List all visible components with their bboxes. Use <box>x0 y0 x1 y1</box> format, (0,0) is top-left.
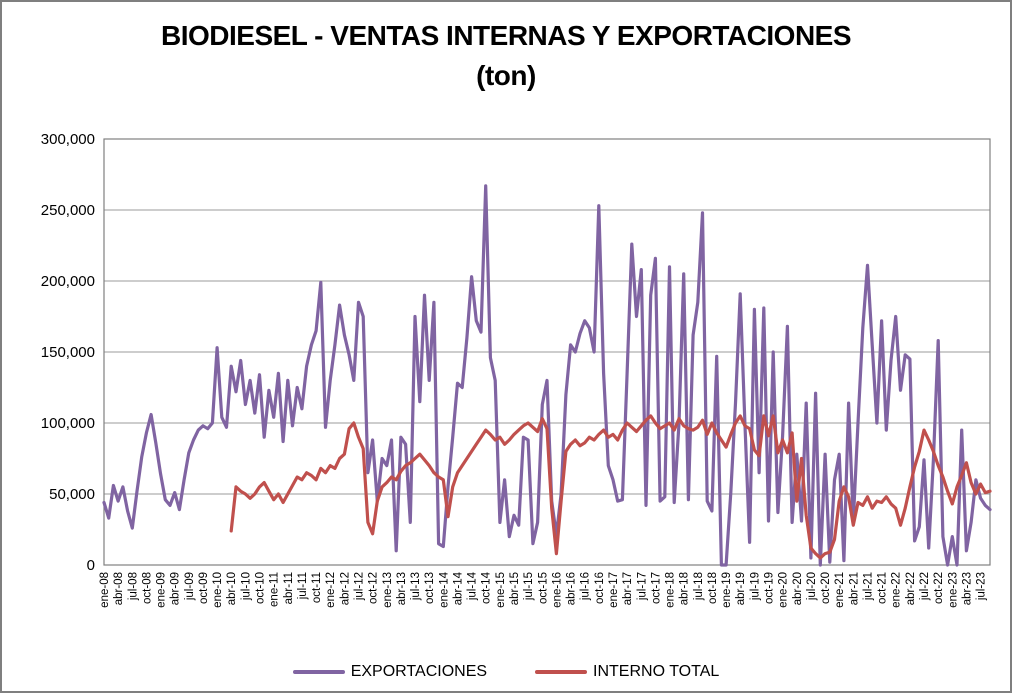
x-axis-tick-label: ene-10 <box>212 572 224 608</box>
x-axis-tick-label: jul-16 <box>580 572 592 601</box>
interno-total-line <box>229 414 992 560</box>
x-axis-tick-label: oct-11 <box>311 572 323 603</box>
x-axis-tick-label: jul-11 <box>297 572 309 600</box>
legend-item-interno-total: INTERNO TOTAL <box>535 663 719 681</box>
x-axis-tick-label: jul-15 <box>523 572 535 601</box>
x-axis-tick-label: abr-18 <box>679 572 691 605</box>
x-axis-tick-label: ene-22 <box>891 572 903 608</box>
x-axis-tick-label: jul-19 <box>749 572 761 601</box>
x-axis-tick-label: jul-21 <box>862 572 874 601</box>
y-axis-tick-label: 100,000 <box>41 415 95 432</box>
x-axis-tick-label: abr-16 <box>566 572 578 605</box>
y-axis-tick-label: 250,000 <box>41 202 95 219</box>
x-axis-tick-label: ene-20 <box>778 572 790 608</box>
exportaciones-line <box>102 184 992 567</box>
chart-title-block: BIODIESEL - VENTAS INTERNAS Y EXPORTACIO… <box>2 16 1010 96</box>
x-axis-tick-label: abr-17 <box>622 572 634 605</box>
x-axis-tick-label: ene-21 <box>834 572 846 608</box>
x-axis-tick-label: abr-21 <box>848 572 860 605</box>
x-axis-tick-label: oct-09 <box>198 572 210 604</box>
x-axis-tick-label: jul-13 <box>410 572 422 601</box>
x-axis-tick-label: oct-21 <box>877 572 889 604</box>
interno-total-line-swatch-icon <box>535 670 588 674</box>
chart-legend: EXPORTACIONES INTERNO TOTAL <box>2 663 1010 681</box>
x-axis-tick-label: abr-11 <box>283 572 295 604</box>
x-axis-tick-label: abr-13 <box>396 572 408 605</box>
x-axis-tick-label: ene-17 <box>608 572 620 608</box>
x-axis-tick-label: abr-14 <box>452 571 464 605</box>
y-axis-tick-label: 50,000 <box>49 486 95 503</box>
x-axis-tick-label: oct-13 <box>424 572 436 604</box>
x-axis-tick-label: oct-17 <box>650 572 662 604</box>
x-axis-tick-label: jul-20 <box>806 572 818 601</box>
x-axis-tick-label: jul-09 <box>184 572 196 601</box>
chart-subtitle: (ton) <box>476 60 536 91</box>
x-axis-tick-label: oct-16 <box>594 572 606 604</box>
x-axis-tick-label: jul-22 <box>919 572 931 601</box>
chart-title: BIODIESEL - VENTAS INTERNAS Y EXPORTACIO… <box>160 20 852 51</box>
legend-label-interno-total: INTERNO TOTAL <box>593 663 720 680</box>
x-axis-tick-label: ene-18 <box>665 572 677 608</box>
x-axis-tick-label: ene-16 <box>551 572 563 608</box>
y-axis-tick-label: 200,000 <box>41 273 95 290</box>
x-axis-tick-label: abr-12 <box>339 572 351 605</box>
x-axis-tick-label: oct-10 <box>255 572 267 604</box>
x-axis-tick-label: ene-19 <box>721 572 733 608</box>
legend-label-exportaciones: EXPORTACIONES <box>350 663 488 680</box>
x-axis-tick-label: jul-08 <box>127 572 139 601</box>
x-axis-tick-label: oct-14 <box>481 571 493 604</box>
x-axis-tick-label: jul-18 <box>693 572 705 601</box>
x-axis-tick-label: jul-17 <box>636 572 648 601</box>
x-axis-tick-label: abr-10 <box>226 572 238 605</box>
y-axis-tick-label: 300,000 <box>41 131 95 148</box>
x-axis-tick-label: ene-12 <box>325 572 337 608</box>
legend-item-exportaciones: EXPORTACIONES <box>292 663 488 681</box>
x-axis-tick-label: oct-12 <box>368 572 380 604</box>
x-axis-tick-label: ene-23 <box>947 572 959 608</box>
x-axis-tick-label: jul-12 <box>353 572 365 601</box>
x-axis-tick-label: abr-08 <box>113 572 125 605</box>
x-axis-tick-label: oct-18 <box>707 572 719 604</box>
y-axis-tick-label: 0 <box>87 557 95 574</box>
x-axis-tick-label: abr-20 <box>792 572 804 605</box>
x-axis-tick-label: abr-22 <box>905 572 917 605</box>
x-axis-tick-label: ene-09 <box>156 572 168 608</box>
x-axis-tick-label: jul-10 <box>240 572 252 601</box>
x-axis-tick-label: abr-09 <box>170 572 182 605</box>
x-axis-tick-label: oct-20 <box>820 572 832 604</box>
x-axis-tick-label: abr-23 <box>961 572 973 605</box>
x-axis-tick-label: ene-08 <box>99 572 111 608</box>
x-axis-tick-label: ene-11 <box>269 572 281 607</box>
x-axis-tick-label: ene-15 <box>495 572 507 608</box>
y-axis-tick-label: 150,000 <box>41 344 95 361</box>
x-axis-tick-label: oct-15 <box>537 572 549 604</box>
x-axis-tick-label: jul-14 <box>467 571 479 601</box>
x-axis-tick-label: abr-19 <box>735 572 747 605</box>
plot-area-border <box>103 138 991 566</box>
x-axis-tick-label: oct-19 <box>764 572 776 604</box>
x-axis-tick-label: oct-22 <box>933 572 945 604</box>
x-axis-tick-label: abr-15 <box>509 572 521 605</box>
x-axis-tick-label: jul-23 <box>976 572 988 601</box>
x-axis-tick-label: oct-08 <box>141 572 153 604</box>
x-axis-tick-label: ene-14 <box>438 571 450 607</box>
x-axis-tick-label: ene-13 <box>382 572 394 608</box>
exportaciones-line-swatch-icon <box>292 670 345 674</box>
